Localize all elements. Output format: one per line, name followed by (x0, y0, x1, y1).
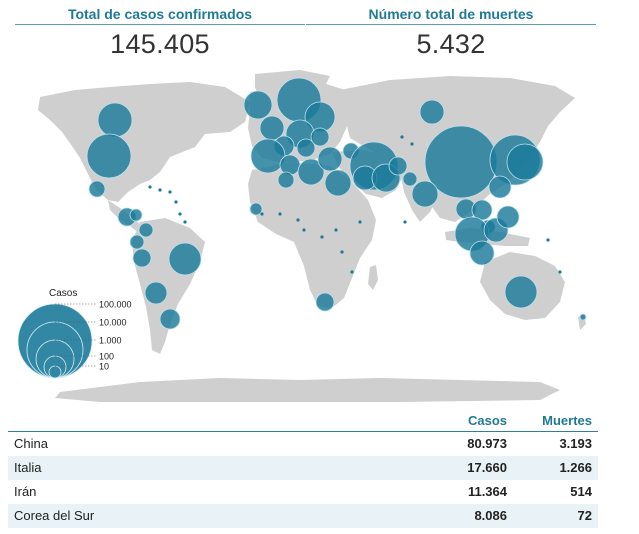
case-bubble[interactable] (138, 222, 154, 238)
row-deaths: 1.266 (559, 460, 592, 475)
case-dot[interactable] (302, 228, 306, 232)
legend-label: 100 (99, 352, 114, 362)
table-row[interactable]: Irán 11.364 514 (8, 480, 598, 504)
case-bubble[interactable] (129, 234, 145, 250)
case-bubble[interactable] (388, 156, 408, 176)
case-bubble[interactable] (249, 202, 263, 216)
case-bubble[interactable] (296, 138, 316, 158)
deaths-value: 5.432 (416, 29, 486, 59)
case-bubble[interactable] (506, 143, 544, 181)
case-bubble[interactable] (310, 127, 330, 147)
row-cases: 11.364 (467, 484, 507, 499)
row-deaths: 72 (577, 508, 592, 523)
case-dot[interactable] (178, 212, 182, 216)
case-dot[interactable] (296, 218, 300, 222)
case-dot[interactable] (148, 185, 152, 189)
row-country: Italia (14, 460, 42, 475)
case-bubble[interactable] (144, 281, 168, 305)
legend-title: Casos (49, 288, 77, 299)
case-dot[interactable] (410, 142, 414, 146)
case-dot[interactable] (260, 212, 264, 216)
case-dot[interactable] (546, 238, 550, 242)
case-dot[interactable] (558, 270, 562, 274)
case-dot[interactable] (403, 220, 407, 224)
case-dot[interactable] (358, 220, 362, 224)
case-bubble[interactable] (324, 169, 352, 197)
case-bubble[interactable] (279, 154, 301, 176)
case-bubble[interactable] (488, 175, 512, 199)
case-bubble[interactable] (579, 313, 587, 321)
case-bubble[interactable] (402, 171, 418, 187)
case-bubble[interactable] (277, 171, 295, 189)
country-table: Casos Muertes China 80.973 3.193 Italia … (8, 410, 598, 528)
case-bubble[interactable] (419, 99, 445, 125)
confirmed-cases-value: 145.405 (110, 29, 210, 59)
header-cases[interactable]: Casos (467, 413, 507, 428)
case-bubble[interactable] (159, 308, 181, 330)
case-bubble[interactable] (496, 205, 520, 229)
case-bubble[interactable] (86, 133, 132, 179)
legend-label: 10.000 (99, 318, 127, 328)
case-bubble[interactable] (243, 90, 273, 120)
case-bubble[interactable] (469, 240, 495, 266)
case-bubble[interactable] (168, 242, 202, 276)
madagascar-land (368, 265, 378, 290)
legend-label: 1.000 (99, 336, 122, 346)
case-bubble[interactable] (129, 208, 143, 222)
case-dot[interactable] (168, 190, 172, 194)
deaths-panel: Número total de muertes 5.432 (306, 6, 596, 60)
case-dot[interactable] (340, 250, 344, 254)
case-dot[interactable] (400, 135, 404, 139)
row-cases: 8.086 (474, 508, 507, 523)
deaths-title: Número total de muertes (306, 6, 596, 25)
case-dot[interactable] (183, 220, 187, 224)
world-map[interactable]: Casos 100.000 10.000 1.000 100 10 (0, 62, 639, 407)
case-bubble[interactable] (250, 138, 286, 174)
case-dot[interactable] (334, 228, 338, 232)
legend-label: 10 (99, 362, 109, 372)
case-bubble[interactable] (317, 146, 343, 172)
north-america-land (38, 82, 250, 202)
case-dot[interactable] (320, 235, 324, 239)
case-bubble[interactable] (315, 292, 335, 312)
confirmed-cases-panel: Total de casos confirmados 145.405 (15, 6, 305, 60)
row-deaths: 514 (570, 484, 592, 499)
row-cases: 80.973 (467, 436, 507, 451)
row-deaths: 3.193 (559, 436, 592, 451)
case-bubble[interactable] (88, 180, 106, 198)
case-bubble[interactable] (411, 180, 439, 208)
row-country: China (14, 436, 48, 451)
table-row[interactable]: Corea del Sur 8.086 72 (8, 504, 598, 528)
case-dot[interactable] (350, 270, 354, 274)
case-bubble[interactable] (97, 102, 133, 138)
legend-ring (17, 303, 93, 379)
case-bubble[interactable] (297, 158, 325, 186)
case-bubbles[interactable] (86, 77, 587, 330)
legend-label: 100.000 (99, 300, 132, 310)
table-row[interactable]: China 80.973 3.193 (8, 432, 598, 456)
confirmed-cases-title: Total de casos confirmados (15, 6, 305, 25)
case-dot[interactable] (174, 200, 178, 204)
header-deaths[interactable]: Muertes (542, 413, 592, 428)
case-bubble[interactable] (504, 275, 538, 309)
table-row[interactable]: Italia 17.660 1.266 (8, 456, 598, 480)
africa-land (248, 162, 376, 308)
table-header: Casos Muertes (8, 410, 598, 432)
case-dot[interactable] (278, 212, 282, 216)
case-bubble[interactable] (132, 248, 152, 268)
row-country: Irán (14, 484, 37, 499)
case-dot[interactable] (158, 188, 162, 192)
legend-rings (17, 303, 93, 379)
antarctica-land (55, 378, 560, 402)
row-cases: 17.660 (467, 460, 507, 475)
row-country: Corea del Sur (14, 508, 95, 523)
